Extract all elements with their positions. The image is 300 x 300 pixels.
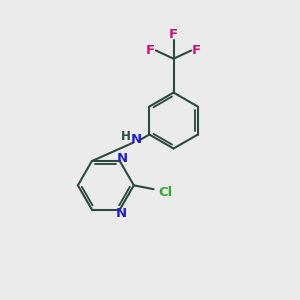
Text: F: F	[146, 44, 155, 57]
Text: N: N	[131, 133, 142, 146]
Text: F: F	[169, 28, 178, 41]
Text: H: H	[121, 130, 130, 143]
Text: Cl: Cl	[158, 186, 173, 199]
Text: F: F	[192, 44, 201, 57]
Text: N: N	[116, 207, 127, 220]
Text: N: N	[117, 152, 128, 165]
